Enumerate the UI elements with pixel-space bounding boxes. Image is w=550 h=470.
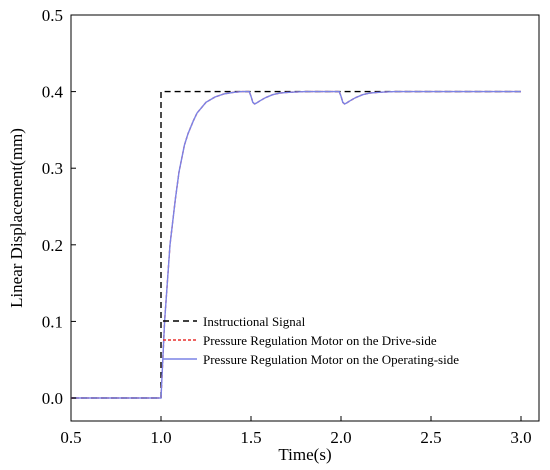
plot-frame [70, 14, 540, 422]
x-axis-title: Time(s) [278, 445, 331, 464]
y-tick-label-2: 0.2 [42, 236, 63, 255]
y-tick-label-0: 0.0 [42, 389, 63, 408]
x-tick-label-3: 2.0 [330, 428, 351, 447]
x-tick-label-4: 2.5 [420, 428, 441, 447]
legend: Instructional Signal Pressure Regulation … [163, 314, 459, 367]
x-tick-label-1: 1.0 [150, 428, 171, 447]
x-tick-label-2: 1.5 [240, 428, 261, 447]
x-tick-label-5: 3.0 [510, 428, 531, 447]
y-tick-label-3: 0.3 [42, 159, 63, 178]
series-line-2 [71, 90, 521, 399]
legend-label-0: Instructional Signal [203, 314, 306, 329]
legend-label-2: Pressure Regulation Motor on the Operati… [203, 352, 459, 367]
legend-label-1: Pressure Regulation Motor on the Drive-s… [203, 333, 437, 348]
y-tick-label-4: 0.4 [42, 83, 64, 102]
x-tick-label-0: 0.5 [60, 428, 81, 447]
y-tick-label-1: 0.1 [42, 312, 63, 331]
ticks-layer: 0.5 1.0 1.5 2.0 2.5 3.0 0.0 0.1 0.2 0.3 0.4 0.5 [42, 6, 532, 447]
y-axis-title: Linear Displacement(mm) [7, 128, 26, 308]
series-layer [71, 90, 521, 399]
y-tick-label-5: 0.5 [42, 6, 63, 25]
